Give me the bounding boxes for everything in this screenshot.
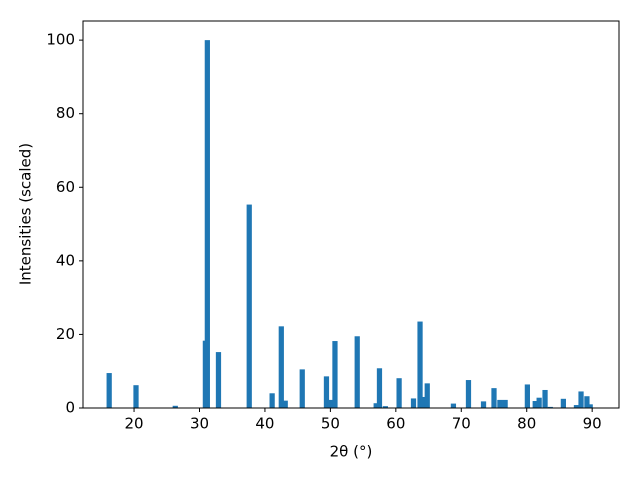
bar	[420, 396, 426, 408]
bar	[465, 380, 472, 408]
bar	[424, 383, 430, 408]
bar	[382, 406, 388, 408]
y-tick-label: 40	[56, 251, 75, 269]
bar	[560, 398, 566, 408]
x-tick-label: 80	[517, 415, 536, 433]
bar	[542, 389, 548, 408]
bar	[172, 405, 178, 408]
bar	[491, 388, 497, 408]
x-tick-label: 50	[321, 415, 340, 433]
bar	[450, 403, 457, 408]
bar	[584, 396, 590, 408]
bar	[299, 369, 305, 408]
bar	[106, 373, 112, 408]
bar	[282, 400, 288, 408]
x-axis-label: 2θ (°)	[330, 443, 373, 461]
x-tick-label: 30	[190, 415, 209, 433]
y-axis-label: Intensities (scaled)	[17, 143, 35, 285]
bar	[587, 404, 593, 408]
bar	[396, 378, 402, 408]
bar	[373, 403, 379, 408]
bar	[524, 384, 530, 408]
bar	[480, 401, 487, 408]
x-tick-label: 40	[255, 415, 274, 433]
bar	[215, 352, 222, 408]
bar	[502, 399, 508, 408]
bar	[536, 397, 542, 408]
bar	[410, 398, 417, 408]
bar	[133, 385, 139, 408]
bar	[417, 321, 423, 408]
bar	[323, 376, 330, 408]
bar	[573, 405, 580, 408]
bar	[327, 399, 334, 408]
bar	[497, 399, 503, 408]
y-tick-label: 80	[56, 104, 75, 122]
plot-frame	[82, 20, 620, 409]
bar	[578, 391, 584, 408]
bar	[354, 336, 360, 408]
x-tick-label: 90	[583, 415, 602, 433]
y-tick-label: 60	[56, 178, 75, 196]
bar	[269, 393, 275, 408]
bar	[532, 401, 538, 408]
x-tick-label: 70	[452, 415, 471, 433]
bar	[246, 204, 252, 408]
bar	[332, 341, 338, 408]
bar	[376, 368, 383, 408]
bar	[278, 326, 284, 408]
bar	[547, 406, 553, 408]
bar	[204, 40, 210, 409]
y-tick-label: 100	[46, 31, 75, 49]
x-tick-label: 60	[386, 415, 405, 433]
y-tick-label: 0	[65, 399, 75, 417]
x-tick-label: 20	[125, 415, 144, 433]
y-tick-label: 20	[56, 325, 75, 343]
